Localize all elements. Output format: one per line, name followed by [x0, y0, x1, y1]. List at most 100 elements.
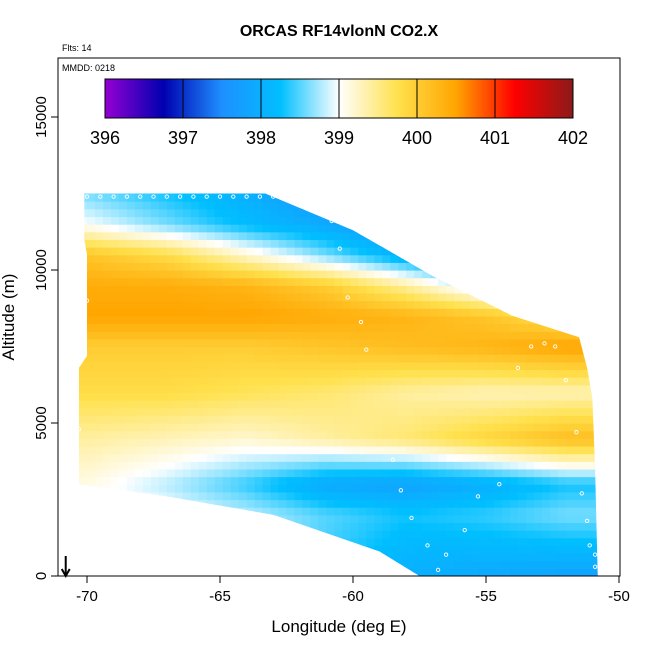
heatmap-cell	[598, 415, 607, 423]
heatmap-cell	[174, 384, 184, 393]
heatmap-cell	[517, 208, 527, 218]
heatmap-cell	[406, 323, 415, 332]
heatmap-cell	[79, 315, 88, 325]
heatmap-cell	[222, 507, 232, 516]
heatmap-cell	[182, 453, 192, 462]
heatmap-cell	[454, 216, 463, 225]
heatmap-cell	[478, 193, 487, 195]
heatmap-cell	[398, 193, 407, 202]
heatmap-cell	[294, 384, 304, 393]
heatmap-cell	[517, 568, 527, 576]
heatmap-cell	[102, 453, 112, 462]
heatmap-cell	[350, 193, 359, 195]
heatmap-cell	[310, 392, 320, 401]
heatmap-cell	[87, 445, 96, 455]
heatmap-cell	[541, 285, 551, 294]
heatmap-cell	[525, 224, 535, 233]
heatmap-cell	[470, 560, 479, 569]
heatmap-cell	[110, 239, 120, 248]
heatmap-cell	[230, 560, 240, 569]
heatmap-cell	[142, 522, 152, 531]
heatmap-cell	[549, 338, 559, 348]
heatmap-cell	[525, 308, 535, 317]
heatmap-cell	[382, 262, 391, 271]
heatmap-cell	[310, 484, 320, 493]
heatmap-cell	[598, 186, 607, 194]
heatmap-cell	[549, 354, 559, 363]
heatmap-cell	[94, 315, 104, 325]
heatmap-cell	[142, 560, 152, 569]
heatmap-cell	[230, 346, 240, 355]
heatmap-cell	[525, 476, 535, 485]
heatmap-cell	[318, 254, 327, 263]
heatmap-cell	[517, 354, 527, 363]
heatmap-cell	[79, 407, 80, 416]
heatmap-cell	[382, 315, 391, 325]
heatmap-cell	[493, 430, 503, 439]
heatmap-cell	[110, 453, 120, 462]
heatmap-cell	[294, 423, 304, 432]
heatmap-cell	[565, 323, 575, 332]
heatmap-cell	[390, 193, 399, 195]
heatmap-cell	[446, 430, 455, 439]
heatmap-cell	[230, 415, 240, 424]
heatmap-cell	[270, 369, 280, 378]
heatmap-cell	[398, 277, 407, 286]
heatmap-cell	[414, 247, 423, 256]
heatmap-cell	[278, 537, 288, 546]
heatmap-cell	[230, 270, 240, 279]
heatmap-cell	[254, 208, 264, 218]
flight-point	[529, 344, 534, 349]
heatmap-cell	[358, 484, 367, 493]
heatmap-cell	[430, 514, 439, 524]
heatmap-cell	[222, 415, 232, 424]
heatmap-cell	[549, 537, 559, 546]
heatmap-cell	[390, 499, 399, 508]
heatmap-cell	[398, 400, 407, 409]
heatmap-cell	[374, 560, 383, 569]
heatmap-cell	[493, 369, 503, 378]
heatmap-cell	[190, 338, 200, 348]
heatmap-cell	[430, 530, 439, 539]
heatmap-cell	[206, 285, 216, 294]
heatmap-cell	[501, 537, 511, 546]
heatmap-cell	[462, 438, 471, 447]
heatmap-cell	[318, 407, 327, 416]
heatmap-cell	[310, 201, 320, 210]
heatmap-cell	[533, 201, 543, 210]
heatmap-cell	[446, 224, 455, 233]
heatmap-cell	[454, 262, 463, 271]
heatmap-cell	[110, 438, 120, 447]
heatmap-cell	[589, 346, 598, 355]
heatmap-cell	[310, 553, 320, 562]
heatmap-cell	[358, 361, 367, 371]
heatmap-cell	[222, 201, 232, 210]
heatmap-cell	[573, 216, 583, 225]
heatmap-cell	[198, 530, 208, 539]
heatmap-cells	[79, 186, 607, 576]
heatmap-cell	[79, 484, 88, 493]
heatmap-cell	[366, 507, 375, 516]
heatmap-cell	[150, 292, 160, 302]
heatmap-cell	[318, 346, 327, 355]
heatmap-cell	[517, 262, 527, 271]
heatmap-cell	[310, 438, 320, 447]
heatmap-cell	[302, 354, 312, 363]
heatmap-cell	[438, 338, 447, 348]
heatmap-cell	[454, 277, 463, 286]
heatmap-cell	[430, 193, 439, 195]
heatmap-cell	[350, 545, 359, 554]
heatmap-cell	[238, 377, 248, 386]
heatmap-cell	[206, 407, 216, 416]
heatmap-cell	[438, 300, 447, 309]
heatmap-cell	[254, 277, 264, 286]
heatmap-cell	[390, 277, 399, 286]
heatmap-cell	[214, 300, 224, 309]
heatmap-cell	[230, 530, 240, 539]
heatmap-cell	[198, 285, 208, 294]
heatmap-cell	[517, 514, 527, 524]
heatmap-cell	[358, 315, 367, 325]
heatmap-cell	[102, 560, 112, 569]
heatmap-cell	[326, 438, 335, 447]
heatmap-cell	[310, 499, 320, 508]
